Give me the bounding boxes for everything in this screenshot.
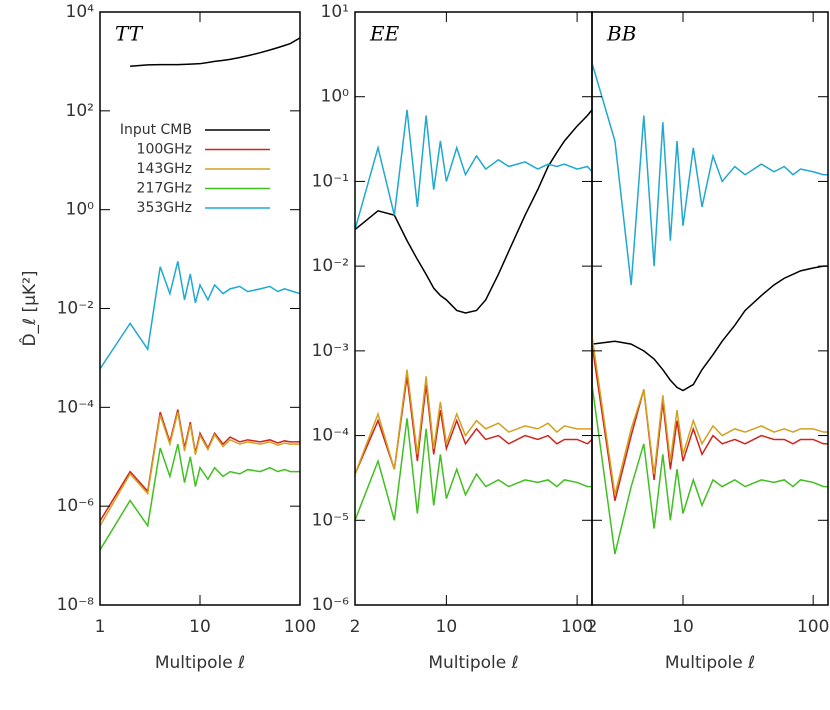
data-line <box>100 409 300 522</box>
data-line <box>100 443 300 551</box>
y-tick-label: 10⁻⁵ <box>312 510 349 530</box>
data-line <box>100 411 300 527</box>
legend-label: 100GHz <box>137 142 192 158</box>
data-line <box>355 418 592 521</box>
data-line <box>592 344 828 501</box>
y-tick-label: 10⁴ <box>66 2 95 22</box>
data-line <box>100 261 300 370</box>
x-tick-label: 1 <box>95 617 106 637</box>
legend-label: 217GHz <box>137 181 192 197</box>
y-tick-label: 10⁻⁶ <box>57 496 95 516</box>
x-tick-label: 10 <box>189 617 211 637</box>
y-tick-label: 10⁻² <box>312 256 349 276</box>
data-line <box>355 376 592 475</box>
panel-title: EE <box>369 22 400 46</box>
x-axis-label: Multipole ℓ <box>428 653 518 673</box>
x-tick-label: 2 <box>587 617 598 637</box>
data-line <box>592 62 828 286</box>
y-tick-label: 10⁻⁸ <box>57 595 95 615</box>
plot-frame <box>354 11 593 606</box>
y-tick-label: 10⁻⁴ <box>312 426 350 446</box>
y-tick-label: 10⁻⁶ <box>312 595 350 615</box>
legend-label: Input CMB <box>120 122 192 138</box>
y-tick-label: 10⁰ <box>66 200 95 220</box>
x-tick-label: 2 <box>350 617 361 637</box>
y-tick-label: 10² <box>66 101 94 121</box>
data-line <box>592 335 828 495</box>
x-tick-label: 100 <box>284 617 316 637</box>
legend-label: 353GHz <box>137 200 192 216</box>
y-tick-label: 10⁻² <box>57 299 94 319</box>
data-line <box>355 109 592 314</box>
legend-label: 143GHz <box>137 161 192 177</box>
y-tick-label: 10¹ <box>321 2 349 22</box>
y-tick-label: 10⁻³ <box>312 341 349 361</box>
x-axis-label: Multipole ℓ <box>665 653 755 673</box>
x-tick-label: 100 <box>561 617 593 637</box>
x-tick-label: 10 <box>436 617 458 637</box>
x-axis-label: Multipole ℓ <box>155 653 245 673</box>
data-line <box>592 265 828 392</box>
y-axis-label: D̂_ℓ [μK²] <box>19 270 40 346</box>
data-line <box>355 109 592 230</box>
data-line <box>355 369 592 475</box>
plot-frame <box>591 11 829 606</box>
x-tick-label: 100 <box>797 617 829 637</box>
plot-frame <box>99 11 301 606</box>
y-tick-label: 10⁰ <box>321 87 350 107</box>
data-line <box>130 37 300 67</box>
y-tick-label: 10⁻¹ <box>312 171 349 191</box>
panel-title: BB <box>606 22 636 46</box>
x-tick-label: 10 <box>672 617 694 637</box>
y-tick-label: 10⁻⁴ <box>57 397 95 417</box>
panel-title: TT <box>115 22 144 46</box>
data-line <box>592 384 828 555</box>
